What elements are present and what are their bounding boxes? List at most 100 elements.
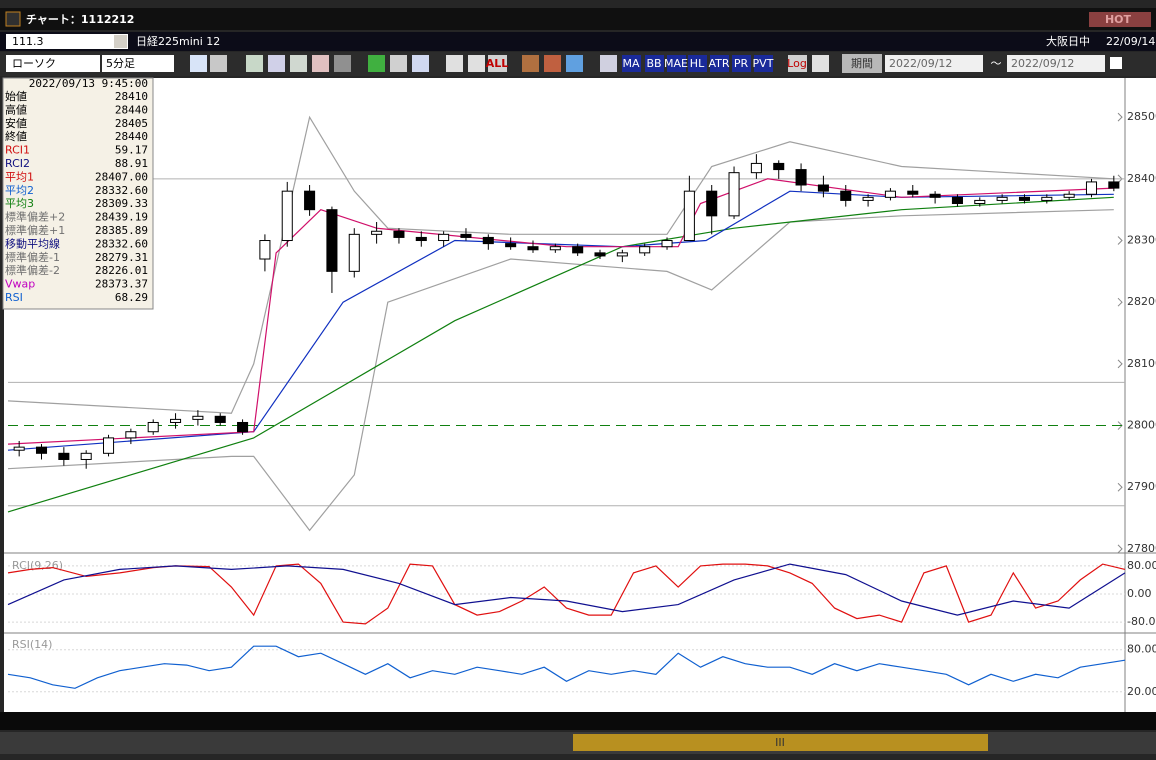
toolbar-button-label[interactable]: PVT (753, 57, 774, 70)
info-label: 標準偏差+1 (5, 223, 65, 237)
info-label: 標準偏差-2 (5, 263, 60, 277)
toolbar-button[interactable] (488, 55, 507, 72)
candle-body (594, 252, 606, 257)
candle-body (214, 415, 226, 423)
code-input[interactable] (6, 34, 128, 49)
toolbar-button-label[interactable]: MA (622, 57, 639, 70)
interval-select[interactable] (102, 55, 174, 72)
interval[interactable]: 5分足 (106, 57, 135, 70)
info-label: Vwap (5, 278, 35, 291)
toolbar-button[interactable] (667, 55, 686, 72)
toolbar-button[interactable] (645, 55, 664, 72)
toolbar-button[interactable] (622, 55, 641, 72)
info-label: 終値 (5, 129, 27, 143)
y-tick-label: 28100 (1127, 357, 1156, 370)
candle-body (259, 240, 271, 260)
info-label: 移動平均線 (5, 236, 60, 250)
hot-label[interactable]: HOT (1105, 13, 1132, 26)
candle-body (482, 236, 494, 245)
candle-body (415, 236, 427, 242)
series-line (7, 645, 1126, 689)
tick-mark (1117, 482, 1123, 492)
candle-body (147, 421, 159, 433)
cursor-button[interactable] (210, 55, 227, 72)
date-to[interactable]: 2022/09/12 (1011, 57, 1074, 70)
view-button[interactable] (446, 55, 463, 72)
plots: 27800 27900 28000 28100 28200 28300 28400 28500… (7, 110, 1156, 727)
toolbar-button[interactable] (732, 55, 751, 72)
info-value: 28410 (115, 90, 148, 103)
candle-body (616, 252, 628, 257)
tick-mark (1117, 112, 1123, 122)
view-button[interactable] (468, 55, 485, 72)
y-tick-label: 80.00 (1127, 643, 1156, 656)
candle-body (460, 233, 472, 238)
y-tick-label: 20.00 (1127, 685, 1156, 698)
code-text[interactable]: 111.3 (12, 35, 44, 48)
toolbar-button[interactable] (754, 55, 773, 72)
chart-kind-select[interactable] (6, 55, 100, 72)
hot-button[interactable] (1089, 12, 1151, 27)
date-from-input[interactable] (885, 55, 983, 72)
candle-body (125, 431, 137, 439)
draw-button[interactable] (412, 55, 429, 72)
toolbar-button-label[interactable]: HL (690, 57, 705, 70)
candle-body (572, 246, 584, 254)
date-to-input[interactable] (1007, 55, 1105, 72)
tick-mark (1117, 359, 1123, 369)
candle-body (237, 421, 249, 433)
toolbar-button-label[interactable]: MAE (664, 57, 688, 70)
tool-button[interactable] (334, 55, 351, 72)
draw-button[interactable] (390, 55, 407, 72)
info-value: 28405 (115, 117, 148, 130)
toolbar-button-label[interactable]: BB (646, 57, 661, 70)
scroll-grip: III (775, 736, 785, 749)
period-button[interactable] (842, 54, 882, 73)
candle-body (974, 199, 986, 205)
info-label: 始値 (5, 89, 27, 103)
toolbar-button[interactable] (710, 55, 729, 72)
tool-button[interactable] (268, 55, 285, 72)
date-from[interactable]: 2022/09/12 (889, 57, 952, 70)
candle-body (1108, 181, 1120, 189)
scrollbar-thumb[interactable] (573, 734, 988, 751)
y-tick-label: 27800 (1127, 542, 1156, 555)
candle-body (773, 162, 785, 171)
indicator-button[interactable] (600, 55, 617, 72)
toolbar-button[interactable] (788, 55, 807, 72)
dropdown-arrow[interactable] (114, 35, 127, 48)
icon-buttons (190, 55, 829, 72)
toolbar-button-label[interactable]: ATR (708, 57, 729, 70)
candle-body (80, 452, 92, 460)
y-tick-label: 0.00 (1127, 587, 1152, 600)
color-button[interactable] (566, 55, 583, 72)
setting-button[interactable] (522, 55, 539, 72)
candle-body (192, 415, 204, 420)
tool-button[interactable] (312, 55, 329, 72)
info-value: 28440 (115, 103, 148, 116)
market-name: 大阪日中 (1046, 34, 1090, 48)
toolbar-button-label[interactable]: ALL (486, 57, 509, 70)
zoom-button[interactable] (190, 55, 207, 72)
tool-button[interactable] (290, 55, 307, 72)
checkbox[interactable] (1110, 57, 1122, 69)
indicator-button[interactable] (812, 55, 829, 72)
info-value: 28440 (115, 130, 148, 143)
draw-button[interactable] (368, 55, 385, 72)
panel-title: RCI(9,26) (12, 559, 63, 572)
toolbar-button[interactable] (688, 55, 707, 72)
chart-kind[interactable]: ローソク (12, 57, 56, 70)
info-label: 標準偏差-1 (5, 250, 60, 264)
info-rows: 始値 28410 高値 28440 安値 28405 終値 28440 RCI1 59.17 RCI… (5, 89, 148, 304)
toolbar-button-label[interactable]: Log (787, 57, 807, 70)
candle-body (817, 184, 829, 192)
setting-button[interactable] (544, 55, 561, 72)
info-label: RCI1 (5, 144, 30, 157)
info-datetime: 2022/09/13 9:45:00 (29, 77, 148, 90)
period-label[interactable]: 期間 (851, 57, 873, 70)
info-label: 高値 (5, 102, 27, 116)
tool-button[interactable] (246, 55, 263, 72)
candle-body (996, 196, 1008, 201)
toolbar-button-label[interactable]: PR (734, 57, 749, 70)
